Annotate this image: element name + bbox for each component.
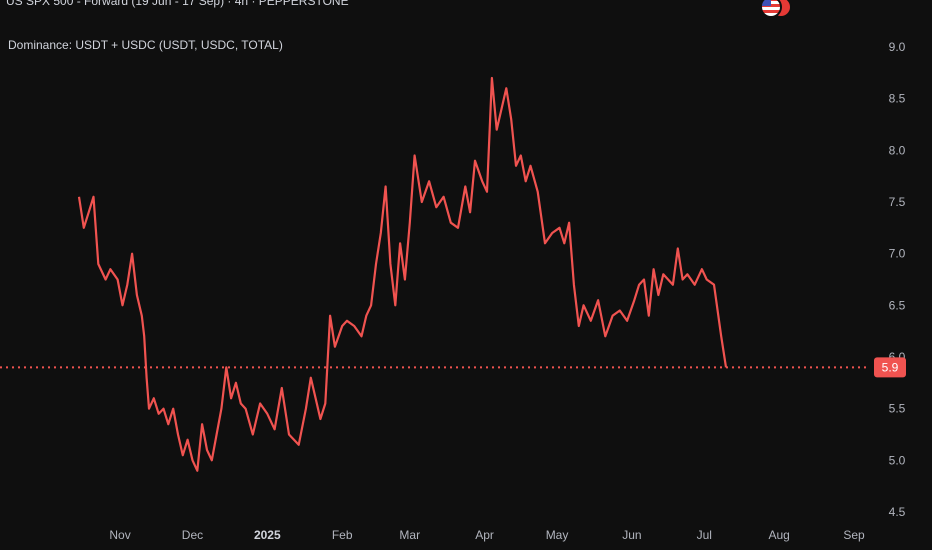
x-tick-label: Apr xyxy=(475,528,494,542)
symbol-title: US SPX 500 - Forward (19 Jun - 17 Sep) ·… xyxy=(6,0,349,8)
y-tick-label: 7.0 xyxy=(889,247,906,261)
dominance-series-line[interactable] xyxy=(77,76,728,472)
x-tick-label: Sep xyxy=(843,528,865,542)
x-tick-label: Jul xyxy=(697,528,712,542)
x-axis[interactable]: Nov Dec 2025 Feb Mar Apr May Jun Jul Aug Sep xyxy=(109,528,865,542)
y-tick-label: 5.0 xyxy=(889,453,906,467)
x-tick-label: Aug xyxy=(768,528,789,542)
y-axis[interactable]: 9.08.58.07.57.06.56.05.55.04.55.9 xyxy=(874,40,906,519)
x-tick-label: Nov xyxy=(109,528,130,542)
us-flag-icon[interactable] xyxy=(760,0,792,18)
x-tick-label: Dec xyxy=(182,528,203,542)
y-tick-label: 7.5 xyxy=(889,195,906,209)
y-tick-label: 6.5 xyxy=(889,298,906,312)
x-tick-label: Feb xyxy=(332,528,353,542)
y-tick-label: 4.5 xyxy=(889,505,906,519)
x-tick-label: May xyxy=(546,528,569,542)
last-value-badge xyxy=(874,357,906,378)
y-tick-label: 5.5 xyxy=(889,402,906,416)
x-tick-label: 2025 xyxy=(254,528,281,542)
last-value-label: 5.9 xyxy=(882,360,899,374)
y-tick-label: 8.0 xyxy=(889,143,906,157)
x-tick-label: Jun xyxy=(622,528,641,542)
x-tick-label: Mar xyxy=(399,528,420,542)
y-tick-label: 8.5 xyxy=(889,92,906,106)
indicator-label[interactable]: Dominance: USDT + USDC (USDT, USDC, TOTA… xyxy=(8,38,283,52)
y-tick-label: 9.0 xyxy=(889,40,906,54)
